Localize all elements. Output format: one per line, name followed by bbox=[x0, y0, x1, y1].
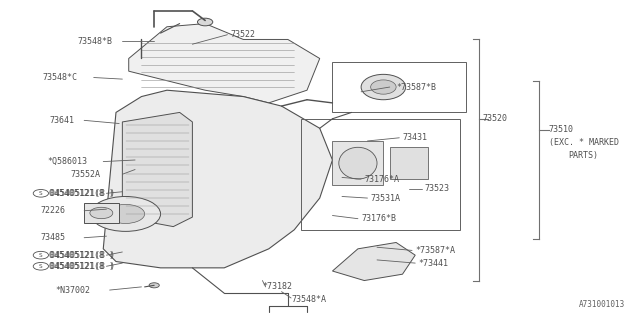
Text: *73182: *73182 bbox=[262, 282, 292, 292]
Text: S: S bbox=[39, 253, 43, 258]
Polygon shape bbox=[103, 90, 332, 268]
Text: 045405121(8 ): 045405121(8 ) bbox=[49, 251, 114, 260]
Text: S: S bbox=[39, 191, 43, 196]
Text: 73485: 73485 bbox=[40, 233, 65, 242]
Text: 73523: 73523 bbox=[425, 184, 450, 193]
Text: PARTS): PARTS) bbox=[568, 151, 598, 160]
Bar bbox=[332, 141, 383, 185]
Text: *73587*A: *73587*A bbox=[415, 246, 455, 255]
Ellipse shape bbox=[361, 74, 406, 100]
Text: 73176*A: 73176*A bbox=[364, 174, 399, 184]
Text: 73510: 73510 bbox=[549, 125, 574, 134]
Text: 73548*C: 73548*C bbox=[43, 73, 78, 82]
Bar bbox=[84, 203, 119, 223]
Text: 73520: 73520 bbox=[482, 114, 507, 123]
Ellipse shape bbox=[371, 80, 396, 94]
Circle shape bbox=[90, 196, 161, 231]
Circle shape bbox=[106, 204, 145, 223]
Text: 73548*B: 73548*B bbox=[78, 36, 113, 45]
Text: 73552A: 73552A bbox=[70, 170, 100, 179]
Text: *73587*B: *73587*B bbox=[396, 83, 436, 92]
Circle shape bbox=[149, 283, 159, 288]
Polygon shape bbox=[122, 112, 193, 227]
Text: *73441: *73441 bbox=[419, 259, 449, 268]
Text: 045405121(8 ): 045405121(8 ) bbox=[51, 262, 115, 271]
Polygon shape bbox=[332, 243, 415, 281]
Text: 045405121(8 ): 045405121(8 ) bbox=[49, 262, 114, 271]
Circle shape bbox=[90, 207, 113, 219]
Polygon shape bbox=[129, 24, 320, 103]
Text: A731001013: A731001013 bbox=[579, 300, 625, 309]
Text: 045405121(8 ): 045405121(8 ) bbox=[51, 189, 115, 198]
Text: *Q586013: *Q586013 bbox=[47, 157, 87, 166]
Text: 73641: 73641 bbox=[50, 116, 75, 125]
Bar bbox=[301, 119, 460, 230]
Text: (EXC. * MARKED: (EXC. * MARKED bbox=[549, 138, 619, 147]
Text: 045405121(8 ): 045405121(8 ) bbox=[51, 251, 115, 260]
Text: 73548*A: 73548*A bbox=[291, 295, 326, 304]
Text: 045405121(8 ): 045405121(8 ) bbox=[49, 189, 114, 198]
Text: 73431: 73431 bbox=[403, 133, 428, 142]
Text: 73522: 73522 bbox=[230, 30, 255, 39]
Text: *N37002: *N37002 bbox=[56, 285, 90, 295]
Ellipse shape bbox=[339, 147, 377, 179]
Circle shape bbox=[198, 18, 212, 26]
Bar bbox=[332, 62, 466, 112]
Text: S: S bbox=[39, 264, 43, 269]
Text: 73531A: 73531A bbox=[371, 194, 401, 203]
Text: 72226: 72226 bbox=[40, 206, 65, 215]
Bar bbox=[390, 147, 428, 179]
Text: 73176*B: 73176*B bbox=[361, 214, 396, 223]
